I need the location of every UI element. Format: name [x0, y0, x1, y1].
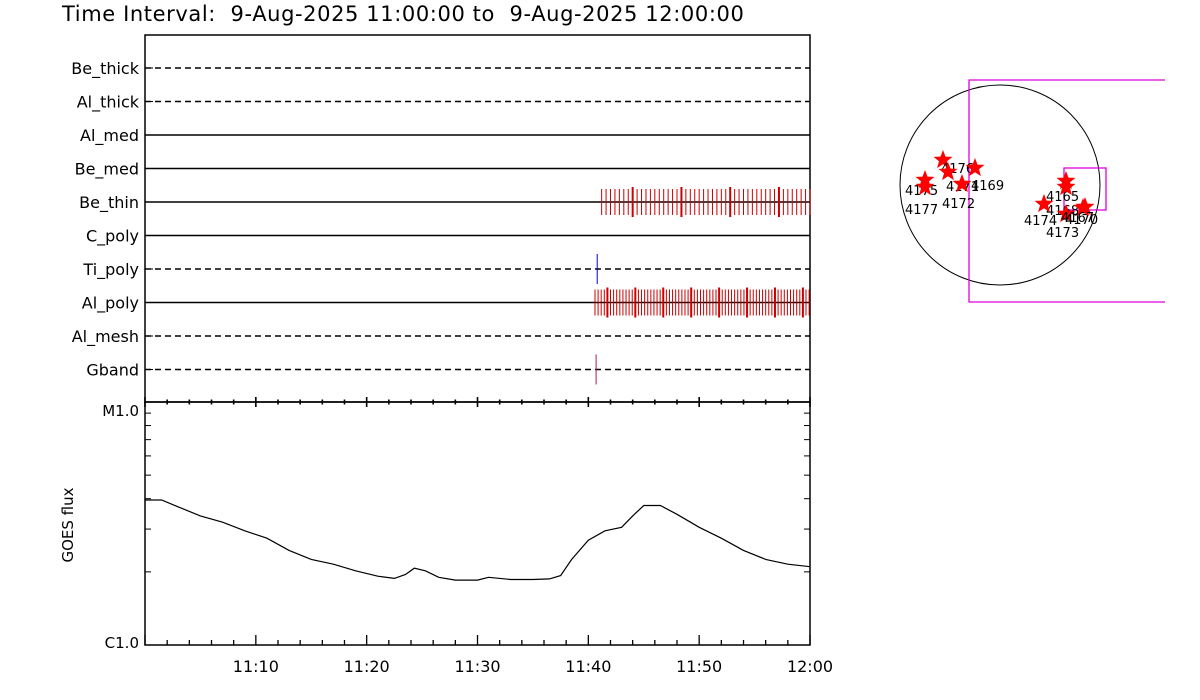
ar-star-4176	[933, 150, 953, 169]
ar-label-4173: 4173	[1046, 226, 1079, 241]
ar-star-4174	[1034, 194, 1054, 213]
ar-star-4168	[1056, 177, 1076, 196]
row-label-Be_thin: Be_thin	[79, 193, 139, 213]
time-interval-title: Time Interval: 9-Aug-2025 11:00:00 to 9-…	[62, 2, 745, 26]
xtick-label: 11:10	[233, 657, 279, 676]
ar-label-4177: 4177	[905, 203, 938, 218]
row-label-Be_med: Be_med	[75, 160, 139, 180]
row-label-Al_poly: Al_poly	[82, 294, 139, 314]
ar-star-4169	[965, 158, 985, 177]
row-label-Be_thick: Be_thick	[71, 59, 139, 79]
ar-star-4172	[952, 174, 972, 193]
row-label-Al_mesh: Al_mesh	[72, 327, 139, 347]
row-label-Ti_poly: Ti_poly	[82, 260, 139, 280]
goes-flux-panel: M1.0 C1.0 GOES flux 11:10 11:20 11:30 11:40 11:…	[59, 397, 833, 676]
timeline-frame	[144, 34, 811, 403]
ar-star-4167	[1073, 198, 1093, 217]
row-label-Al_thick: Al_thick	[77, 93, 140, 113]
xtick-label: 12:00	[787, 657, 833, 676]
xtick-label: 11:50	[676, 657, 722, 676]
ar-label-4170: 4170	[1065, 213, 1098, 228]
ar-label-4172: 4172	[942, 197, 975, 212]
filter-timeline-panel: Be_thick Al_thick Al_med Be_med Be_thin C_pol…	[71, 34, 811, 403]
xtick-label: 11:30	[454, 657, 500, 676]
goes-ylabel: GOES flux	[59, 487, 77, 562]
ar-star-4177	[915, 177, 935, 196]
solar-limb	[899, 84, 1101, 286]
solar-disk-map: 4175417741764171417241694165416841744173…	[899, 79, 1165, 303]
ar-label-4174: 4174	[1024, 214, 1057, 229]
fov-large-box	[968, 79, 1165, 303]
ytick-label-top: M1.0	[102, 402, 139, 420]
goes-frame	[144, 401, 811, 646]
ytick-label-bottom: C1.0	[105, 634, 139, 652]
xtick-label: 11:40	[565, 657, 611, 676]
goes-flux-line	[145, 499, 811, 581]
ar-star-4171	[938, 162, 958, 181]
row-label-Gband: Gband	[86, 361, 139, 380]
ar-label-4167: 4167	[1061, 211, 1094, 226]
row-label-Al_med: Al_med	[80, 126, 139, 146]
ar-star-4173	[1056, 204, 1076, 223]
ar-label-4169: 4169	[971, 179, 1004, 194]
row-label-C_poly: C_poly	[86, 227, 139, 247]
xtick-label: 11:20	[344, 657, 390, 676]
